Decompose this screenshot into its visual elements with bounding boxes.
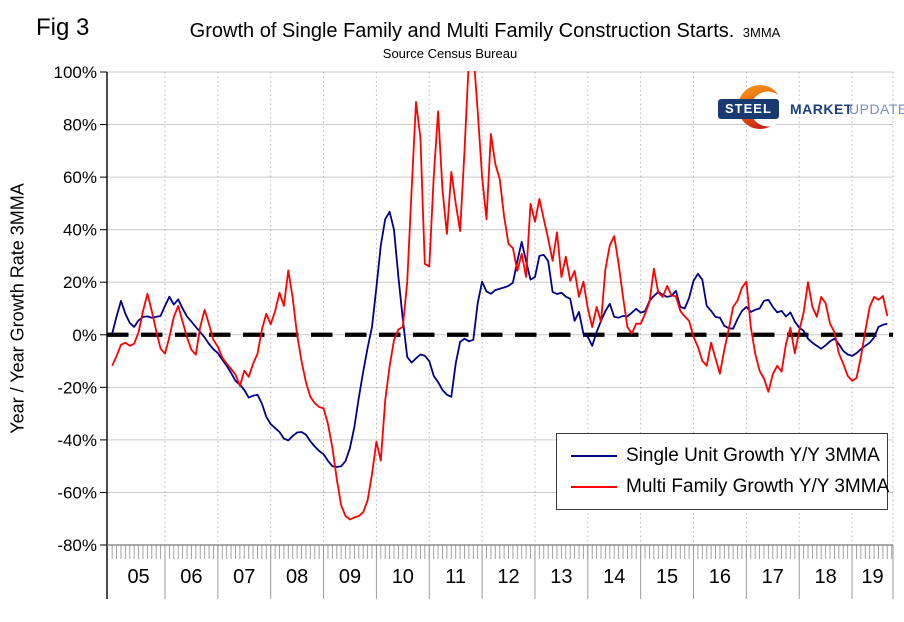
x-axis-year-label: 05 (127, 566, 149, 588)
multi-family-line-swatch (571, 486, 617, 488)
y-axis-tick-label: 40% (63, 221, 97, 240)
x-axis-year-label: 07 (233, 566, 255, 588)
x-axis-year-label: 15 (656, 566, 678, 588)
chart-title-row: Growth of Single Family and Multi Family… (120, 20, 850, 43)
x-axis-year-label: 10 (392, 566, 414, 588)
y-axis-tick-label: 100% (54, 63, 97, 82)
x-axis-year-label: 17 (762, 566, 784, 588)
x-axis-year-label: 09 (339, 566, 361, 588)
chart-title-suffix: 3MMA (742, 25, 781, 40)
y-axis-tick-label: -40% (57, 431, 97, 450)
x-axis-year-label: 12 (497, 566, 519, 588)
multi-family-growth-line (111, 71, 889, 521)
legend-item-single: Single Unit Growth Y/Y 3MMA (571, 445, 880, 467)
legend-label-multi: Multi Family Growth Y/Y 3MMA (626, 476, 890, 497)
y-axis-title: Year / Year Growth Rate 3MMA (7, 183, 28, 434)
x-axis-year-label: 16 (709, 566, 731, 588)
legend: Single Unit Growth Y/Y 3MMA Multi Family… (556, 433, 889, 510)
single-unit-line-swatch (571, 455, 617, 457)
x-axis-year-label: 08 (286, 566, 308, 588)
y-axis-tick-label: 80% (63, 116, 97, 135)
logo-update-text: UPDATE (849, 101, 904, 117)
logo-market-text: MARKET (790, 101, 853, 117)
steel-market-update-logo: STEEL MARKET UPDATE (712, 80, 904, 136)
y-axis-tick-label: -80% (57, 536, 97, 555)
chart-title: Growth of Single Family and Multi Family… (189, 20, 735, 42)
logo-steel-text: STEEL (718, 99, 779, 119)
legend-label-single: Single Unit Growth Y/Y 3MMA (626, 445, 880, 466)
y-axis-tick-label: 60% (63, 168, 97, 187)
x-axis-year-label: 11 (445, 566, 466, 588)
chart-subtitle: Source Census Bureau (382, 46, 518, 61)
y-axis-tick-label: 20% (63, 273, 97, 292)
legend-item-multi: Multi Family Growth Y/Y 3MMA (571, 476, 889, 498)
y-axis-tick-label: -60% (57, 483, 97, 502)
x-axis-year-label: 06 (180, 566, 202, 588)
x-axis-year-label: 19 (861, 566, 883, 588)
figure-label: Fig 3 (36, 14, 90, 41)
y-axis-tick-label: -20% (57, 378, 97, 397)
single-unit-growth-line (111, 210, 888, 468)
y-axis-tick-label: 0% (72, 326, 97, 345)
x-axis-year-label: 18 (815, 566, 837, 588)
x-axis-year-label: 14 (603, 566, 625, 588)
x-axis-year-label: 13 (550, 566, 572, 588)
